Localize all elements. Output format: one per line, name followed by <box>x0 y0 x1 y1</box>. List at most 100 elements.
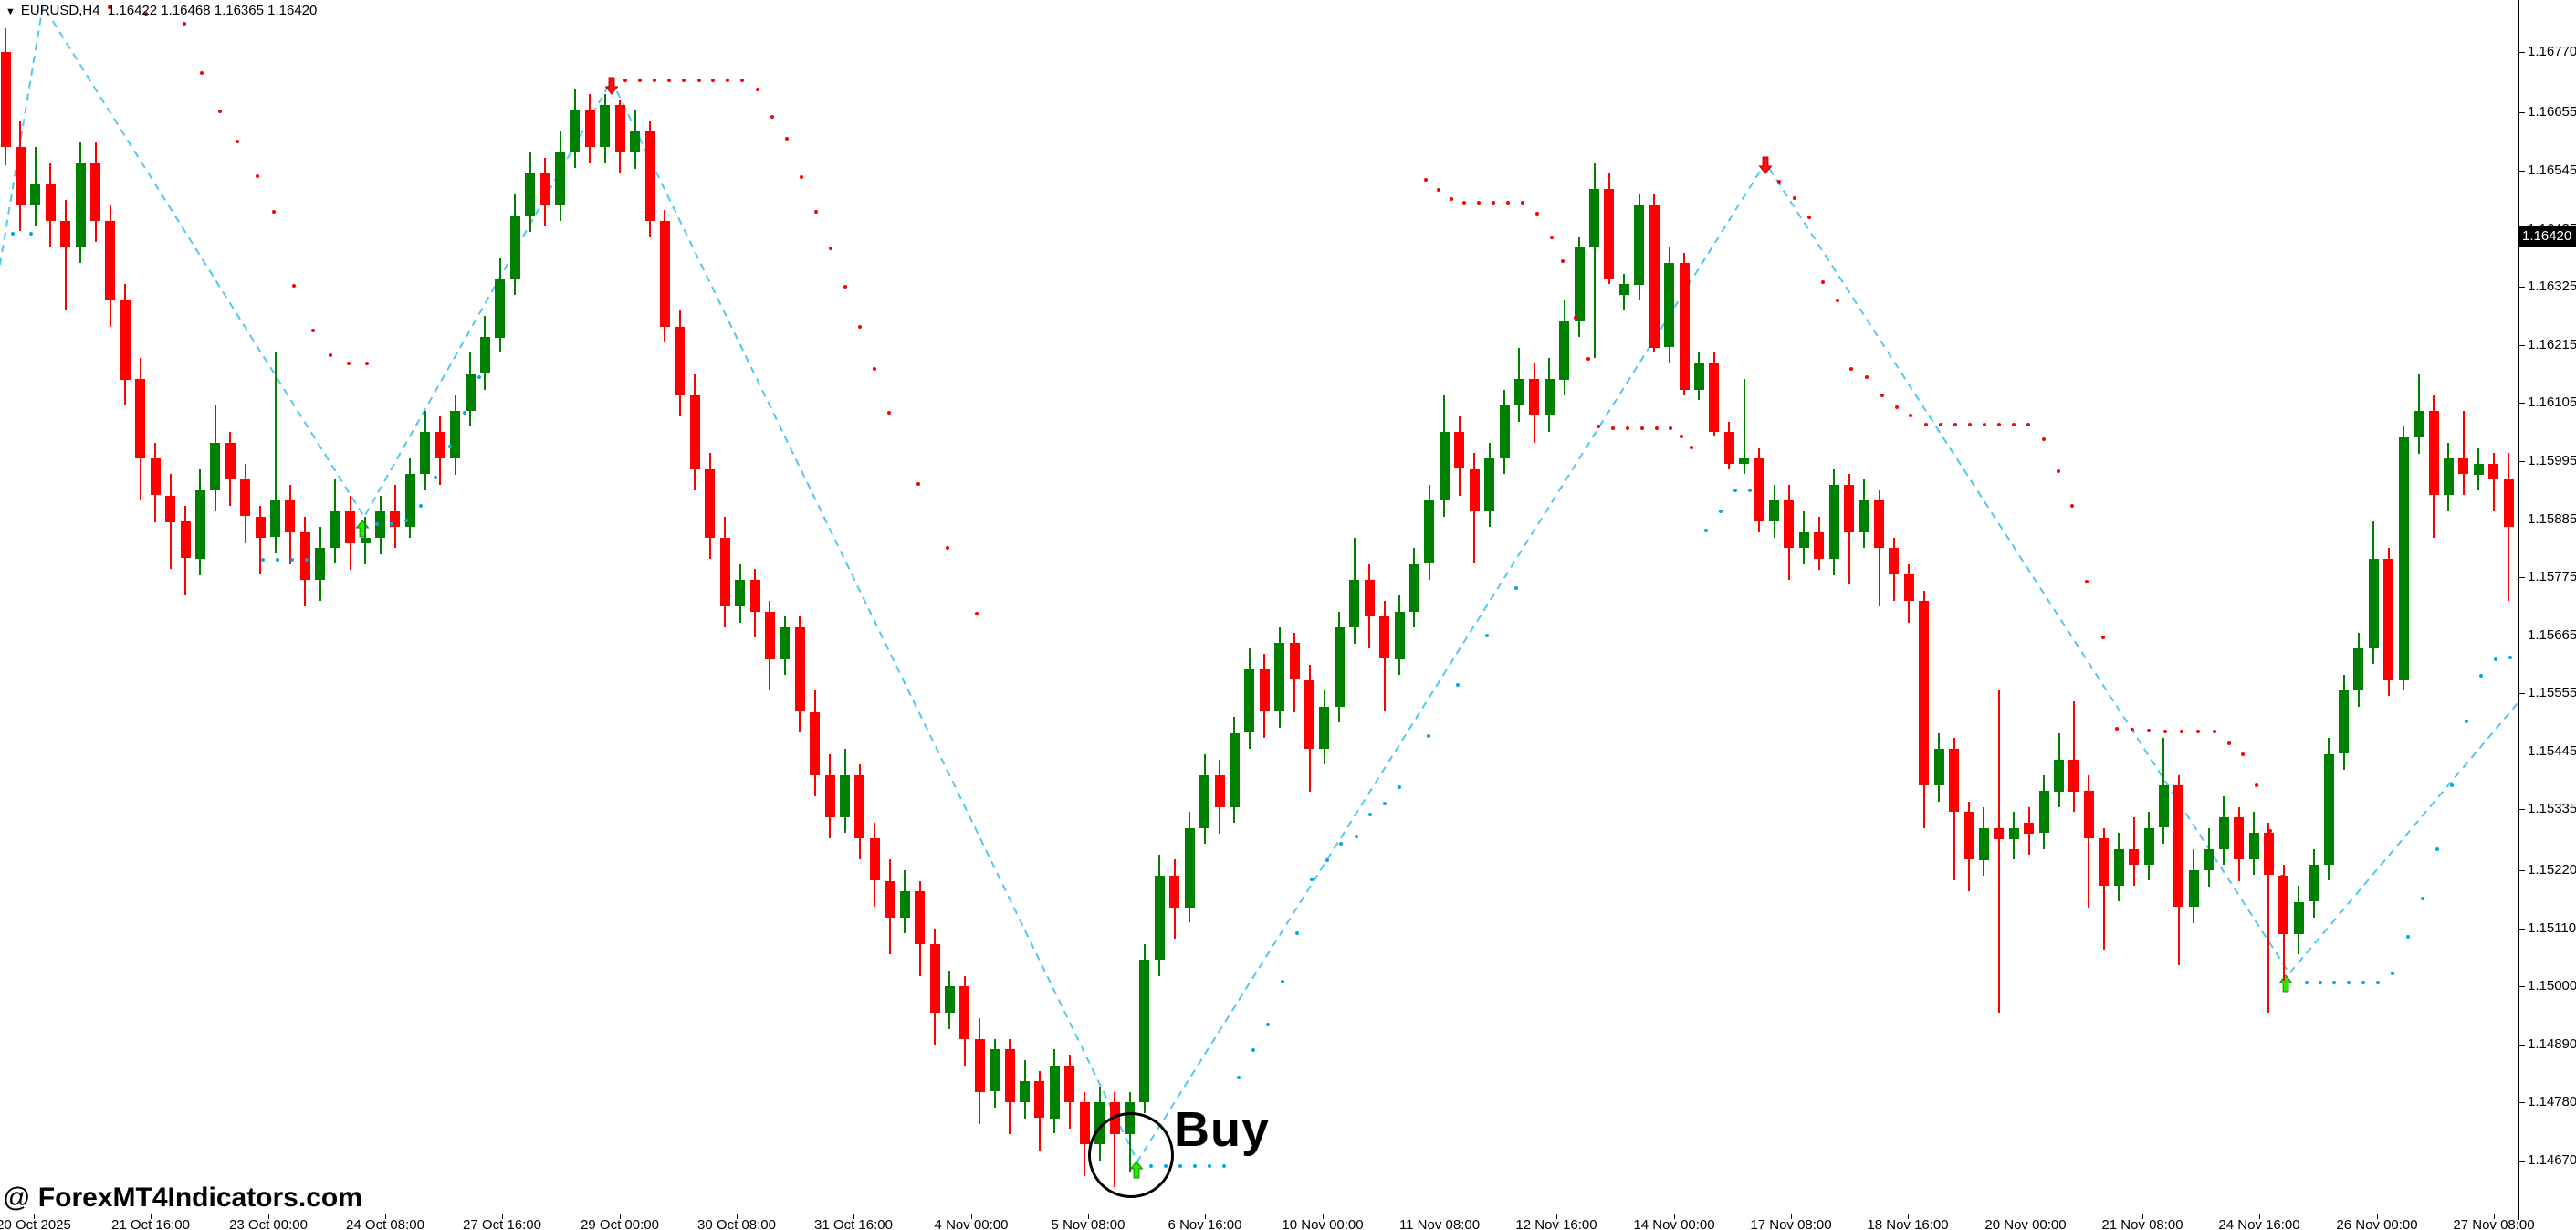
candle-body <box>2504 479 2514 527</box>
sar-dot-blue <box>1748 489 1752 492</box>
sar-dot-red <box>1849 367 1853 371</box>
arrow-down-icon <box>604 77 619 95</box>
sar-dot-red <box>144 12 148 16</box>
candle-body <box>1260 669 1270 711</box>
candle-body <box>1649 205 1660 348</box>
candle-body <box>945 986 955 1013</box>
sar-dot-blue <box>1178 1164 1182 1168</box>
candle-body <box>600 105 610 147</box>
time-axis-tick <box>853 1214 854 1219</box>
price-axis-tick <box>2518 929 2525 930</box>
candle-body <box>2369 559 2379 648</box>
candle-body <box>2414 411 2424 437</box>
sar-dot-blue <box>434 476 437 479</box>
sar-dot-blue <box>1427 734 1430 738</box>
sar-dot-blue <box>2347 981 2351 984</box>
arrow-up-icon <box>355 520 370 538</box>
time-axis-label: 4 Nov 00:00 <box>934 1217 1009 1230</box>
candle-body <box>2024 823 2034 834</box>
candle-body <box>1349 580 1359 627</box>
price-axis-tick <box>2518 287 2525 288</box>
price-axis-tick <box>2518 1161 2525 1162</box>
candle-body <box>420 432 430 474</box>
time-axis-label: 20 Oct 2025 <box>0 1217 71 1230</box>
sar-dot-red <box>1626 426 1629 430</box>
candle-body <box>1904 574 1914 601</box>
sar-dot-red <box>638 79 642 82</box>
time-axis-tick <box>1205 1214 1206 1219</box>
sar-dot-red <box>1655 426 1659 430</box>
price-axis-border <box>2518 0 2519 1220</box>
candle-body <box>1034 1081 1044 1118</box>
candle-body <box>2054 760 2064 792</box>
candle-body <box>1754 458 1764 521</box>
price-axis-tick <box>2518 870 2525 871</box>
price-axis-label: 1.15110 <box>2528 920 2576 936</box>
price-axis-label: 1.14670 <box>2528 1152 2576 1168</box>
sar-dot-red <box>946 546 949 550</box>
candle-body <box>1064 1066 1074 1102</box>
sar-dot-blue <box>1339 842 1343 846</box>
candle-body <box>750 580 760 612</box>
price-axis-tick <box>2518 52 2525 53</box>
price-axis-tick <box>2518 1102 2525 1103</box>
candle-body <box>2383 559 2393 680</box>
candle-body <box>1 52 11 147</box>
sar-dot-blue <box>419 504 423 508</box>
candle-body <box>1244 669 1254 732</box>
candle-body <box>390 511 400 527</box>
candle-body <box>135 379 145 458</box>
candle-body <box>1514 379 1524 405</box>
watermark-at-sign: @ <box>3 1183 31 1213</box>
candle-body <box>540 173 550 205</box>
sar-dot-blue <box>448 445 452 448</box>
candle-body <box>1769 500 1779 521</box>
price-axis-label: 1.16215 <box>2528 337 2576 352</box>
candle-body <box>1814 532 1824 559</box>
time-axis-tick <box>1791 1214 1792 1219</box>
chart-dropdown-icon[interactable]: ▼ <box>5 6 16 17</box>
sar-dot-red <box>2042 437 2046 441</box>
price-axis-tick <box>2518 171 2525 172</box>
candle-body <box>120 300 131 380</box>
sar-dot-red <box>1680 435 1683 438</box>
time-axis-tick <box>737 1214 738 1219</box>
candle-body <box>1274 643 1284 711</box>
time-axis-label: 29 Oct 00:00 <box>581 1217 659 1230</box>
sar-dot-red <box>1462 201 1466 205</box>
sar-dot-blue <box>1514 586 1518 590</box>
candle-body <box>795 627 805 711</box>
sar-dot-red <box>2147 729 2151 732</box>
time-axis-label: 17 Nov 08:00 <box>1750 1217 1832 1230</box>
candle-body <box>2219 817 2229 849</box>
candle-wick <box>1998 690 2000 1013</box>
candle-body <box>1185 828 1195 908</box>
time-axis-label: 6 Nov 16:00 <box>1168 1217 1242 1230</box>
sar-dot-blue <box>29 232 33 236</box>
candle-body <box>1395 612 1405 659</box>
sar-dot-blue <box>2450 783 2454 787</box>
candle-body <box>2278 876 2288 934</box>
sar-dot-red <box>785 137 789 141</box>
candle-body <box>1604 189 1614 279</box>
candle-body <box>1844 485 1854 532</box>
sar-dot-red <box>2180 730 2183 733</box>
sar-dot-red <box>1586 357 1590 361</box>
sar-dot-red <box>1521 201 1524 205</box>
candle-body <box>16 147 26 205</box>
indicator-overlay <box>0 3 2518 1179</box>
candle-body <box>2159 785 2169 827</box>
sar-dot-red <box>1895 405 1899 409</box>
sar-dot-red <box>1909 414 1912 417</box>
price-axis-tick <box>2518 809 2525 810</box>
candle-body <box>450 411 460 458</box>
candle-body <box>285 500 295 532</box>
sar-dot-blue <box>1485 634 1489 637</box>
sar-dot-red <box>1777 180 1781 184</box>
sar-dot-red <box>183 22 186 26</box>
candle-body <box>2324 754 2334 865</box>
sar-dot-red <box>200 71 204 75</box>
candle-body <box>1484 458 1494 511</box>
chart-plot-area[interactable] <box>0 0 2519 1214</box>
